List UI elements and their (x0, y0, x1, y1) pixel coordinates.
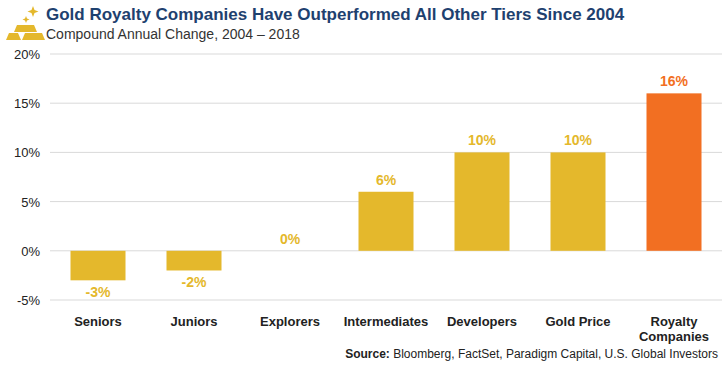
bar (263, 250, 318, 251)
grid-line (50, 103, 722, 104)
x-tick-label: Juniors (171, 314, 218, 329)
y-tick-label: 0% (21, 244, 40, 259)
y-tick-label: 5% (21, 195, 40, 210)
title: Gold Royalty Companies Have Outperformed… (46, 5, 625, 24)
bar (455, 152, 510, 250)
bar (359, 192, 414, 251)
data-label: 16% (660, 73, 689, 89)
y-tick-label: 15% (14, 96, 40, 111)
gold-ingot (30, 33, 45, 40)
grid-line (50, 54, 722, 55)
data-label: 6% (376, 172, 397, 188)
x-tick-label: Developers (447, 314, 517, 329)
data-label: -2% (182, 274, 207, 290)
x-tick-label-line: Intermediates (344, 314, 429, 329)
grid-line (50, 152, 722, 153)
bar (551, 152, 606, 250)
x-tick-label: RoyaltyCompanies (639, 314, 709, 344)
data-label: 10% (564, 132, 593, 148)
x-tick-label: Gold Price (545, 314, 610, 329)
bar (167, 251, 222, 271)
x-tick-label-line: Juniors (171, 314, 218, 329)
x-tick-label-line: Gold Price (545, 314, 610, 329)
source: Source: Bloomberg, FactSet, Paradigm Cap… (345, 347, 718, 361)
gold-ingot (6, 33, 21, 40)
data-label: 10% (468, 132, 497, 148)
subtitle: Compound Annual Change, 2004 – 2018 (46, 26, 300, 42)
gold-ingot (22, 25, 37, 32)
x-tick-label-line: Developers (447, 314, 517, 329)
bar (71, 251, 126, 281)
data-label: -3% (86, 284, 111, 300)
bar (647, 93, 702, 250)
gold-icon (6, 6, 45, 40)
x-tick-label: Explorers (260, 314, 320, 329)
x-tick-label-line: Explorers (260, 314, 320, 329)
grid (50, 54, 722, 300)
x-tick-label-line: Royalty (651, 314, 699, 329)
x-tick-label: Seniors (74, 314, 122, 329)
sparkle (23, 16, 30, 23)
x-tick-label-line: Seniors (74, 314, 122, 329)
sparkle (28, 6, 39, 17)
x-tick-label-line: Companies (639, 329, 709, 344)
x-tick-label: Intermediates (344, 314, 429, 329)
source-rest: Bloomberg, FactSet, Paradigm Capital, U.… (390, 347, 718, 361)
data-label: 0% (280, 231, 301, 247)
chart: Gold Royalty Companies Have Outperformed… (0, 0, 725, 365)
y-tick-label: -5% (17, 293, 41, 308)
y-tick-label: 20% (14, 47, 40, 62)
source-lead: Source: (345, 347, 390, 361)
y-tick-label: 10% (14, 145, 40, 160)
bars (71, 93, 702, 280)
grid-line (50, 300, 722, 301)
